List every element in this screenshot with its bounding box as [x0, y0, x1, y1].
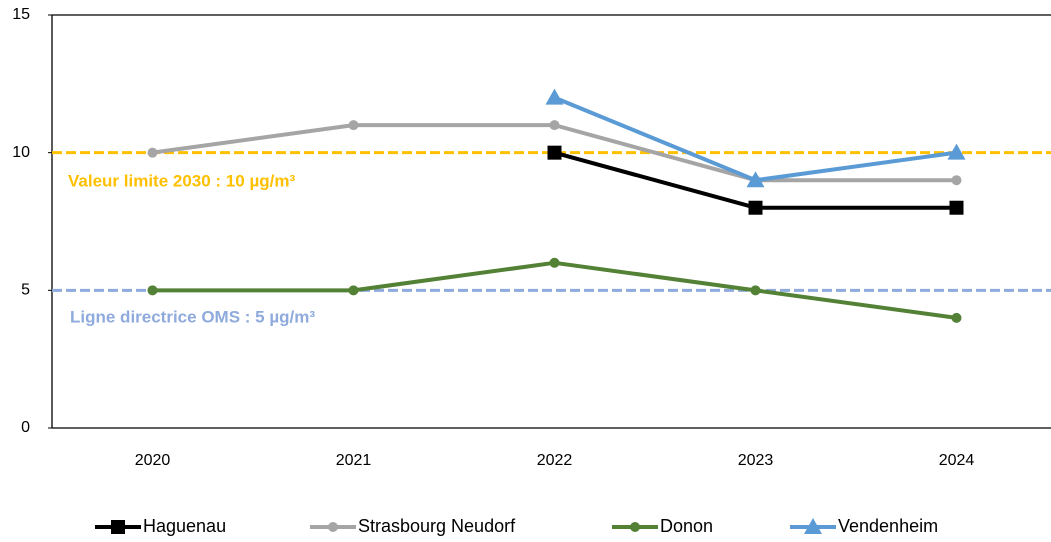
legend-marker [111, 520, 125, 534]
data-point [348, 285, 359, 296]
x-tick-label: 2023 [738, 452, 774, 469]
data-point [549, 120, 560, 131]
data-point [951, 175, 962, 186]
data-point [746, 171, 765, 188]
data-point [147, 147, 158, 158]
y-tick-label: 5 [21, 282, 30, 299]
data-point [951, 312, 962, 323]
legend-label: Haguenau [143, 516, 226, 536]
y-tick-label: 15 [12, 6, 30, 23]
data-point [549, 257, 560, 268]
legend-label: Vendenheim [838, 516, 938, 536]
x-tick-label: 2020 [135, 452, 171, 469]
data-point [147, 285, 158, 296]
legend-label: Strasbourg Neudorf [358, 516, 516, 536]
data-point [947, 143, 966, 160]
legend-marker [328, 522, 338, 532]
data-point [545, 88, 564, 105]
y-tick-label: 10 [12, 144, 30, 161]
y-tick-label: 0 [21, 419, 30, 436]
data-point [748, 200, 763, 215]
reference-label: Valeur limite 2030 : 10 µg/m³ [68, 171, 295, 190]
x-tick-label: 2022 [537, 452, 573, 469]
reference-label: Ligne directrice OMS : 5 µg/m³ [70, 307, 315, 326]
data-point [750, 285, 761, 296]
x-tick-label: 2024 [939, 452, 975, 469]
data-point [348, 120, 359, 131]
legend-marker [804, 518, 822, 534]
x-tick-label: 2021 [336, 452, 372, 469]
legend-marker [630, 522, 640, 532]
legend-label: Donon [660, 516, 713, 536]
data-point [547, 145, 562, 160]
data-point [949, 200, 964, 215]
